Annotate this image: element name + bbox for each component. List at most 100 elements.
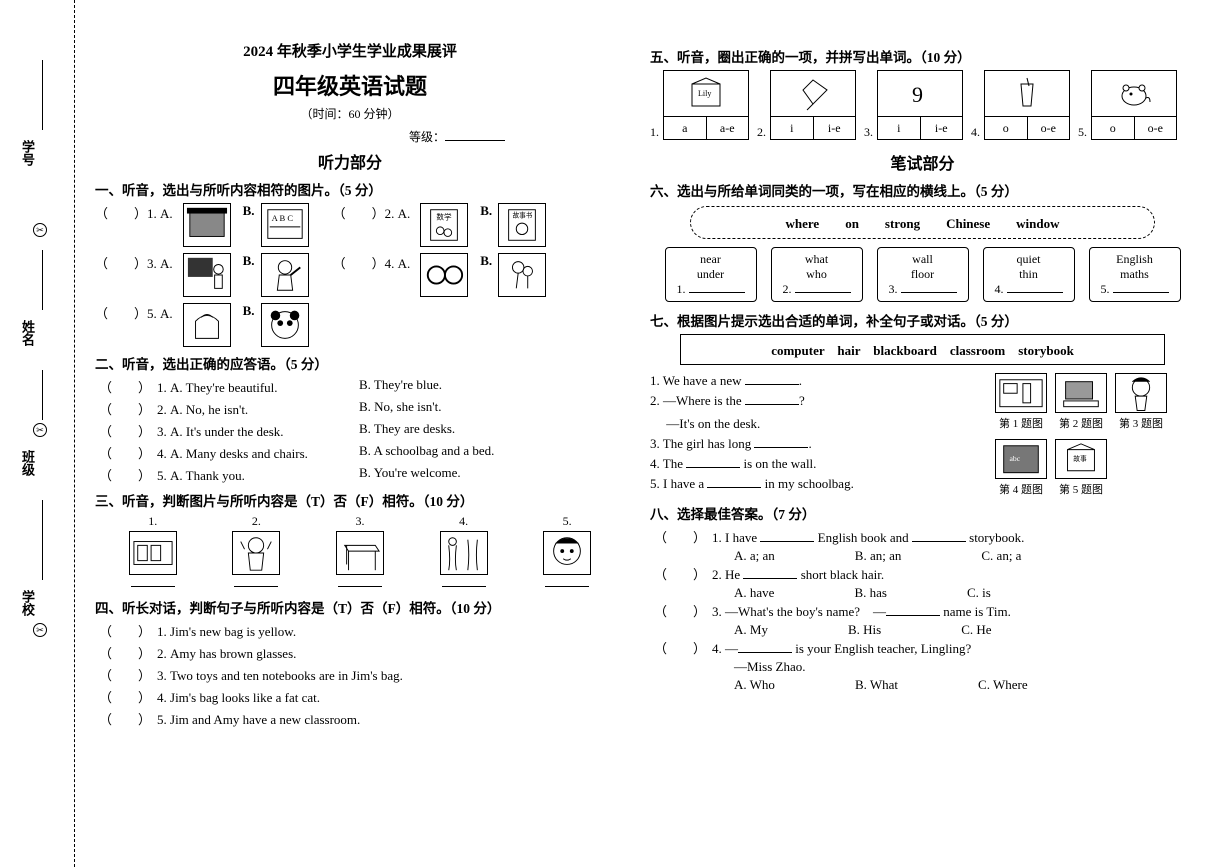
- answer-blank[interactable]: [754, 447, 808, 448]
- grade-field: 等级：: [95, 128, 605, 145]
- answer-blank[interactable]: （ ）: [99, 690, 151, 705]
- q2-body: （ ）1. A. They're beautiful.B. They're bl…: [95, 377, 605, 484]
- answer-blank[interactable]: （ ）: [654, 641, 706, 656]
- cut-mark: ✂: [33, 223, 47, 237]
- answer-blank[interactable]: （ ）: [99, 424, 151, 439]
- exam-header: 2024 年秋季小学生学业成果展评: [95, 40, 605, 61]
- q5-title: 五、听音，圈出正确的一项，并拼写出单词。（10 分）: [650, 46, 1195, 66]
- phonics-option[interactable]: o-e: [1135, 117, 1177, 139]
- phonics-option[interactable]: a-e: [707, 117, 749, 139]
- picture-option: [183, 203, 231, 247]
- picture-option: [261, 253, 309, 297]
- answer-blank[interactable]: （ ）4. A.: [333, 253, 411, 272]
- q1-title: 一、听音，选出与所听内容相符的图片。（5 分）: [95, 179, 605, 199]
- picture: [232, 531, 280, 575]
- picture: 9: [878, 71, 962, 117]
- svg-text:abc: abc: [1009, 454, 1020, 463]
- picture: [1055, 373, 1107, 413]
- answer-blank[interactable]: [707, 487, 761, 488]
- binding-margin: 学号 ✂ 姓名 ✂ 班级 ✂ 学校: [0, 0, 75, 867]
- answer-blank[interactable]: （ ）: [99, 668, 151, 683]
- exam-duration: （时间：60 分钟）: [95, 105, 605, 122]
- answer-blank[interactable]: [901, 292, 957, 293]
- answer-blank[interactable]: （ ）: [99, 712, 151, 727]
- phonics-option[interactable]: o-e: [1028, 117, 1070, 139]
- picture-option: 数学: [420, 203, 468, 247]
- category-box: whatwho2.: [771, 247, 863, 302]
- answer-blank[interactable]: （ ）: [654, 530, 706, 545]
- answer-blank[interactable]: （ ）: [99, 646, 151, 661]
- answer-blank[interactable]: [338, 586, 382, 587]
- answer-blank[interactable]: （ ）: [99, 624, 151, 639]
- word-bank: computer hair blackboard classroom story…: [680, 334, 1165, 365]
- answer-blank[interactable]: （ ）: [99, 446, 151, 461]
- q4-body: （ ）1. Jim's new bag is yellow. （ ）2. Amy…: [95, 621, 605, 728]
- answer-blank[interactable]: [1113, 292, 1169, 293]
- answer-blank[interactable]: [745, 384, 799, 385]
- answer-blank[interactable]: [234, 586, 278, 587]
- q4-title: 四、听长对话，判断句子与所听内容是（T）否（F）相符。（10 分）: [95, 597, 605, 617]
- picture: [985, 71, 1069, 117]
- picture: [995, 373, 1047, 413]
- binding-label: 姓名: [18, 320, 37, 346]
- svg-text:A B C: A B C: [271, 213, 293, 223]
- answer-blank[interactable]: （ ）5. A.: [95, 303, 173, 322]
- phonics-option[interactable]: o: [1092, 117, 1135, 139]
- answer-blank[interactable]: （ ）: [99, 380, 151, 395]
- picture-option: [498, 253, 546, 297]
- answer-blank[interactable]: （ ）: [654, 604, 706, 619]
- word-bank: where on strong Chinese window: [690, 206, 1155, 239]
- picture-option: [420, 253, 468, 297]
- q3-body: 1. 2. 3. 4. 5.: [95, 514, 605, 591]
- answer-blank[interactable]: （ ）: [654, 567, 706, 582]
- q8-title: 八、选择最佳答案。（7 分）: [650, 503, 1195, 523]
- answer-blank[interactable]: （ ）3. A.: [95, 253, 173, 272]
- picture: Lily: [664, 71, 748, 117]
- phonics-option[interactable]: i-e: [921, 117, 963, 139]
- page-right: 五、听音，圈出正确的一项，并拼写出单词。（10 分） 1.Lilyaa-e 2.…: [640, 40, 1205, 850]
- answer-blank[interactable]: （ ）: [99, 402, 151, 417]
- phonics-option[interactable]: i: [878, 117, 921, 139]
- answer-blank[interactable]: [686, 467, 740, 468]
- phonics-option[interactable]: o: [985, 117, 1028, 139]
- q2-title: 二、听音，选出正确的应答语。（5 分）: [95, 353, 605, 373]
- answer-blank[interactable]: [545, 586, 589, 587]
- picture: [1115, 373, 1167, 413]
- page-left: 2024 年秋季小学生学业成果展评 四年级英语试题 （时间：60 分钟） 等级：…: [85, 40, 615, 850]
- picture: [129, 531, 177, 575]
- cut-mark: ✂: [33, 423, 47, 437]
- category-box: quietthin4.: [983, 247, 1075, 302]
- phonics-option[interactable]: a: [664, 117, 707, 139]
- svg-text:9: 9: [912, 82, 923, 107]
- q7-body: 1. We have a new . 2. —Where is the ? —I…: [650, 373, 1195, 497]
- picture: [543, 531, 591, 575]
- picture: abc: [995, 439, 1047, 479]
- answer-blank[interactable]: （ ）: [99, 468, 151, 483]
- section-listening: 听力部分: [95, 149, 605, 173]
- answer-blank[interactable]: [795, 292, 851, 293]
- cut-mark: ✂: [33, 623, 47, 637]
- answer-blank[interactable]: [131, 586, 175, 587]
- picture: 故事: [1055, 439, 1107, 479]
- answer-blank[interactable]: （ ）1. A.: [95, 203, 173, 222]
- answer-blank[interactable]: [689, 292, 745, 293]
- phonics-option[interactable]: i: [771, 117, 814, 139]
- picture-option: [183, 303, 231, 347]
- answer-blank[interactable]: [745, 404, 799, 405]
- category-box: wallfloor3.: [877, 247, 969, 302]
- picture: [440, 531, 488, 575]
- phonics-option[interactable]: i-e: [814, 117, 856, 139]
- answer-blank[interactable]: [442, 586, 486, 587]
- answer-blank[interactable]: [1007, 292, 1063, 293]
- category-box: nearunder1.: [665, 247, 757, 302]
- binding-label: 学号: [18, 140, 37, 166]
- q6-title: 六、选出与所给单词同类的一项，写在相应的横线上。（5 分）: [650, 180, 1195, 200]
- picture: [1092, 71, 1176, 117]
- q8-body: （ ）1. I have English book and storybook.…: [650, 527, 1195, 693]
- category-box: Englishmaths5.: [1089, 247, 1181, 302]
- binding-label: 学校: [18, 590, 37, 616]
- picture-option: [261, 303, 309, 347]
- answer-blank[interactable]: （ ）2. A.: [333, 203, 411, 222]
- q1-body: （ ）1. A. B. A B C （ ）2. A. 数学 B. 故事书 （ ）…: [95, 203, 605, 347]
- svg-text:Lily: Lily: [698, 89, 711, 98]
